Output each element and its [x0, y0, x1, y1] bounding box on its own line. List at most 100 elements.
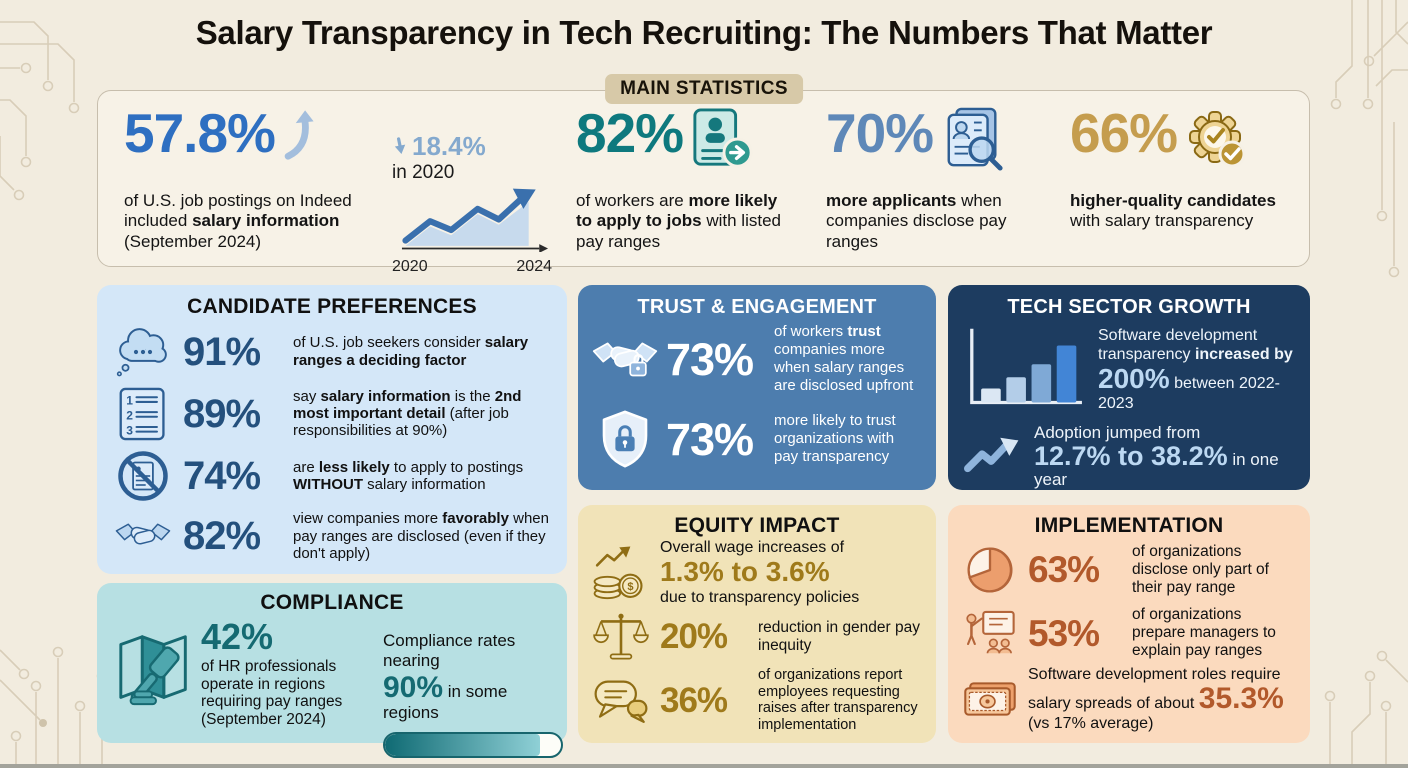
stat-desc-line3: due to transparency policies: [660, 588, 860, 606]
coins-trend-icon: $: [592, 544, 650, 602]
bar-chart-icon: [964, 325, 1086, 414]
circuit-decoration-bottom-right: [1324, 650, 1408, 768]
circuit-decoration-top-right: [1256, 0, 1408, 278]
svg-text:3: 3: [126, 423, 133, 437]
trend-mini-chart: 18.4% in 2020 2020 2024: [392, 107, 576, 275]
axis-start: 2020: [392, 258, 428, 275]
rate-value: 90%: [383, 671, 444, 704]
stat-desc: of workers trust companies more when sal…: [774, 323, 914, 394]
trend-axis-labels: 2020 2024: [392, 258, 552, 276]
circuit-decoration-bottom-left: [0, 646, 108, 768]
highlight-value: 200%: [1098, 363, 1170, 394]
section-title: TECH SECTOR GROWTH: [1007, 296, 1251, 318]
handshake-lock-icon: [592, 337, 658, 381]
stat-desc: are less likely to apply to postings WIT…: [293, 458, 524, 493]
main-statistics-badge: MAIN STATISTICS: [605, 74, 803, 104]
stat-value: 42%: [201, 616, 274, 657]
stat-value: 53%: [1028, 612, 1100, 654]
stat-value: 20%: [660, 617, 728, 657]
list-item: 91% of U.S. job seekers consider salary …: [97, 325, 567, 379]
adoption-stat: Adoption jumped from 12.7% to 38.2% in o…: [964, 423, 1294, 490]
stat-value: 82%: [576, 102, 684, 164]
page-title: Salary Transparency in Tech Recruiting: …: [195, 14, 1213, 51]
compliance-rate: Compliance rates nearing 90% in some reg…: [369, 619, 563, 758]
stat-value: 91%: [183, 329, 261, 374]
numbered-list-icon: 1 2 3: [115, 386, 171, 442]
pie-chart-icon: [962, 544, 1018, 596]
list-item: 36% of organizations report employees re…: [592, 667, 922, 734]
list-item: 82% view companies more favorably when p…: [97, 510, 567, 562]
trust-engagement-card: TRUST & ENGAGEMENT 73% of workers trust …: [578, 285, 936, 490]
stat-value: 63%: [1028, 549, 1100, 591]
section-title: COMPLIANCE: [260, 591, 404, 614]
resume-search-icon: [941, 107, 1005, 178]
stat-value: 89%: [183, 391, 261, 436]
salary-spread-stat: Software development roles require salar…: [962, 665, 1296, 734]
compliance-progress-bar: [383, 732, 563, 758]
stat-desc: more likely to trust organizations with …: [774, 412, 896, 465]
stat-value: 73%: [666, 333, 754, 385]
handshake-icon: [115, 517, 171, 555]
progress-fill: [385, 734, 540, 756]
stat-value: 74%: [183, 454, 261, 498]
stat-value: 73%: [666, 413, 754, 465]
stat-value: 57.8%: [124, 102, 276, 164]
list-item: 53% of organizations prepare managers to…: [962, 601, 1296, 664]
list-item: 63% of organizations disclose only part …: [962, 538, 1296, 601]
stat-more-applicants: 70% more applicants when companies discl…: [826, 102, 1070, 258]
stat-value: 36%: [660, 680, 728, 720]
map-gavel-icon: [113, 619, 201, 758]
stat-desc: of HR professionals operate in regions r…: [201, 658, 343, 728]
svg-text:2: 2: [126, 408, 133, 422]
bottom-edge: [0, 764, 1408, 768]
speech-bubbles-icon: [592, 676, 650, 724]
stat-desc: more applicants when companies disclose …: [826, 191, 1007, 251]
stat-desc-line1: Overall wage increases of: [660, 539, 845, 556]
stat-postings-with-salary: 57.8% of U.S. job postings on Indeed inc…: [124, 102, 392, 258]
section-title: EQUITY IMPACT: [674, 514, 840, 537]
stat-desc: of organizations prepare managers to exp…: [1132, 606, 1276, 660]
banknote-icon: [962, 679, 1018, 719]
trend-chart-icon: [392, 188, 558, 256]
stat-desc: view companies more favorably when pay r…: [293, 510, 549, 562]
candidate-preferences-card: CANDIDATE PREFERENCES: [97, 285, 567, 574]
stat-value: 70%: [826, 102, 934, 164]
no-salary-document-icon: [115, 449, 171, 503]
gear-check-icon: [1185, 107, 1247, 174]
stat-desc: say salary information is the 2nd most i…: [293, 387, 522, 440]
implementation-card: IMPLEMENTATION 63% of organizations disc…: [948, 505, 1310, 743]
section-title: CANDIDATE PREFERENCES: [187, 295, 477, 318]
svg-text:$: $: [627, 581, 633, 593]
balance-scale-icon: [592, 611, 650, 663]
stat-desc: higher-quality candidates with salary tr…: [1070, 191, 1276, 231]
thought-cloud-icon: [115, 325, 171, 379]
list-item: 1 2 3 89% say salary information is the …: [97, 386, 567, 442]
section-title: TRUST & ENGAGEMENT: [637, 296, 877, 318]
main-statistics-card: 57.8% of U.S. job postings on Indeed inc…: [97, 90, 1310, 275]
trend-value-row: 18.4%: [392, 133, 576, 159]
stat-higher-quality: 66% higher-quality candidates: [1070, 105, 1291, 258]
trend-value: 18.4%: [412, 131, 486, 161]
up-trend-arrow-icon: [283, 107, 317, 168]
manager-training-icon: [962, 608, 1018, 658]
stat-desc: Adoption jumped from: [1034, 423, 1201, 442]
equity-impact-card: EQUITY IMPACT $ Overall wage increases o…: [578, 505, 936, 743]
stat-desc: of U.S. job seekers consider salary rang…: [293, 334, 529, 369]
rate-prefix: Compliance rates nearing: [383, 631, 516, 670]
stat-desc: Software development roles require salar…: [1028, 665, 1284, 733]
trend-label: in 2020: [392, 162, 455, 183]
shield-lock-icon: [592, 409, 658, 469]
tech-sector-growth-card: TECH SECTOR GROWTH Software development …: [948, 285, 1310, 490]
stat-desc: of organizations disclose only part of t…: [1132, 542, 1269, 596]
highlight-value: 12.7% to 38.2%: [1034, 441, 1228, 471]
compliance-card: COMPLIANCE 42% of HR professionals opera…: [97, 583, 567, 758]
list-item: 73% of workers trust companies more when…: [592, 319, 922, 399]
stat-desc: of workers are more likely to apply to j…: [576, 191, 781, 251]
stat-desc: Software development transparency increa…: [1098, 326, 1293, 412]
section-title: IMPLEMENTATION: [1034, 514, 1224, 537]
list-item: 73% more likely to trust organizations w…: [592, 399, 922, 479]
growth-arrow-icon: [964, 433, 1022, 480]
axis-end: 2024: [516, 258, 552, 275]
wage-increase-stat: $ Overall wage increases of 1.3% to 3.6%…: [592, 538, 922, 607]
stat-value: 82%: [183, 514, 261, 559]
